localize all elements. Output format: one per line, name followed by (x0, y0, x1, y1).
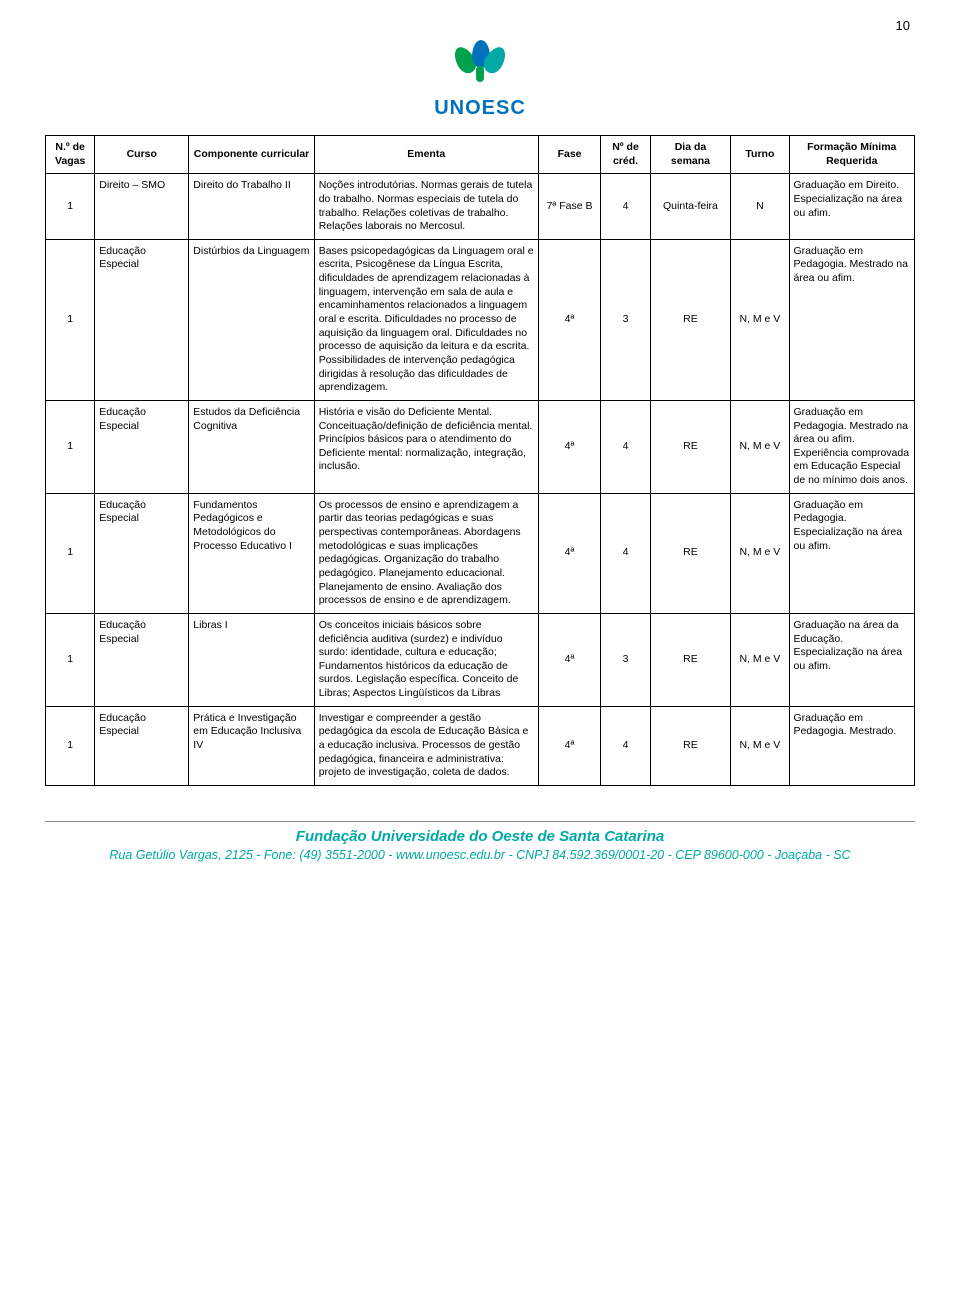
table-row: 1Educação EspecialPrática e Investigação… (46, 706, 915, 785)
cell-vagas: 1 (46, 613, 95, 706)
cell-vagas: 1 (46, 239, 95, 400)
cell-componente: Fundamentos Pedagógicos e Metodológicos … (189, 493, 314, 613)
cell-fase: 7ª Fase B (538, 174, 601, 240)
page-footer: Fundação Universidade do Oeste de Santa … (45, 821, 915, 862)
cell-turno: N, M e V (731, 400, 789, 493)
col-formacao: Formação Mínima Requerida (789, 136, 915, 174)
table-body: 1Direito – SMODireito do Trabalho IINoçõ… (46, 174, 915, 786)
cell-vagas: 1 (46, 400, 95, 493)
logo-text: UNOESC (45, 97, 915, 120)
footer-address: Rua Getúlio Vargas, 2125 - Fone: (49) 35… (45, 848, 915, 862)
col-fase: Fase (538, 136, 601, 174)
logo-icon (450, 40, 510, 90)
cell-turno: N, M e V (731, 239, 789, 400)
cell-dia: Quinta-feira (650, 174, 731, 240)
col-cred: Nº de créd. (601, 136, 650, 174)
cell-dia: RE (650, 493, 731, 613)
col-componente: Componente curricular (189, 136, 314, 174)
col-turno: Turno (731, 136, 789, 174)
col-dia: Dia da semana (650, 136, 731, 174)
cell-formacao: Graduação em Direito. Especialização na … (789, 174, 915, 240)
cell-fase: 4ª (538, 400, 601, 493)
cell-fase: 4ª (538, 706, 601, 785)
cell-ementa: História e visão do Deficiente Mental. C… (314, 400, 538, 493)
cell-ementa: Investigar e compreender a gestão pedagó… (314, 706, 538, 785)
cell-curso: Educação Especial (95, 239, 189, 400)
cell-vagas: 1 (46, 493, 95, 613)
cell-componente: Prática e Investigação em Educação Inclu… (189, 706, 314, 785)
table-row: 1Educação EspecialDistúrbios da Linguage… (46, 239, 915, 400)
table-row: 1Educação EspecialEstudos da Deficiência… (46, 400, 915, 493)
cell-curso: Educação Especial (95, 493, 189, 613)
curriculum-table: N.º de Vagas Curso Componente curricular… (45, 135, 915, 786)
logo-block: UNOESC (45, 40, 915, 120)
cell-dia: RE (650, 239, 731, 400)
cell-dia: RE (650, 400, 731, 493)
cell-cred: 4 (601, 400, 650, 493)
cell-cred: 3 (601, 613, 650, 706)
cell-dia: RE (650, 613, 731, 706)
table-row: 1Direito – SMODireito do Trabalho IINoçõ… (46, 174, 915, 240)
cell-cred: 4 (601, 174, 650, 240)
cell-curso: Educação Especial (95, 706, 189, 785)
cell-formacao: Graduação em Pedagogia. Mestrado. (789, 706, 915, 785)
col-vagas: N.º de Vagas (46, 136, 95, 174)
cell-ementa: Bases psicopedagógicas da Linguagem oral… (314, 239, 538, 400)
cell-componente: Direito do Trabalho II (189, 174, 314, 240)
cell-componente: Estudos da Deficiência Cognitiva (189, 400, 314, 493)
col-ementa: Ementa (314, 136, 538, 174)
cell-formacao: Graduação em Pedagogia. Especialização n… (789, 493, 915, 613)
cell-fase: 4ª (538, 493, 601, 613)
cell-formacao: Graduação na área da Educação. Especiali… (789, 613, 915, 706)
cell-turno: N, M e V (731, 613, 789, 706)
table-header: N.º de Vagas Curso Componente curricular… (46, 136, 915, 174)
cell-formacao: Graduação em Pedagogia. Mestrado na área… (789, 400, 915, 493)
cell-vagas: 1 (46, 174, 95, 240)
cell-componente: Distúrbios da Linguagem (189, 239, 314, 400)
cell-cred: 4 (601, 706, 650, 785)
cell-ementa: Os conceitos iniciais básicos sobre defi… (314, 613, 538, 706)
cell-ementa: Os processos de ensino e aprendizagem a … (314, 493, 538, 613)
page-number: 10 (896, 18, 910, 33)
cell-curso: Educação Especial (95, 400, 189, 493)
footer-title: Fundação Universidade do Oeste de Santa … (45, 828, 915, 845)
cell-formacao: Graduação em Pedagogia. Mestrado na área… (789, 239, 915, 400)
cell-ementa: Noções introdutórias. Normas gerais de t… (314, 174, 538, 240)
cell-cred: 3 (601, 239, 650, 400)
table-row: 1Educação EspecialLibras IOs conceitos i… (46, 613, 915, 706)
cell-fase: 4ª (538, 239, 601, 400)
cell-vagas: 1 (46, 706, 95, 785)
cell-cred: 4 (601, 493, 650, 613)
cell-dia: RE (650, 706, 731, 785)
document-page: 10 UNOESC N.º de Vagas Curso Componente … (0, 0, 960, 1299)
cell-componente: Libras I (189, 613, 314, 706)
cell-turno: N, M e V (731, 706, 789, 785)
cell-curso: Educação Especial (95, 613, 189, 706)
cell-turno: N (731, 174, 789, 240)
cell-fase: 4ª (538, 613, 601, 706)
col-curso: Curso (95, 136, 189, 174)
table-row: 1Educação EspecialFundamentos Pedagógico… (46, 493, 915, 613)
cell-curso: Direito – SMO (95, 174, 189, 240)
cell-turno: N, M e V (731, 493, 789, 613)
